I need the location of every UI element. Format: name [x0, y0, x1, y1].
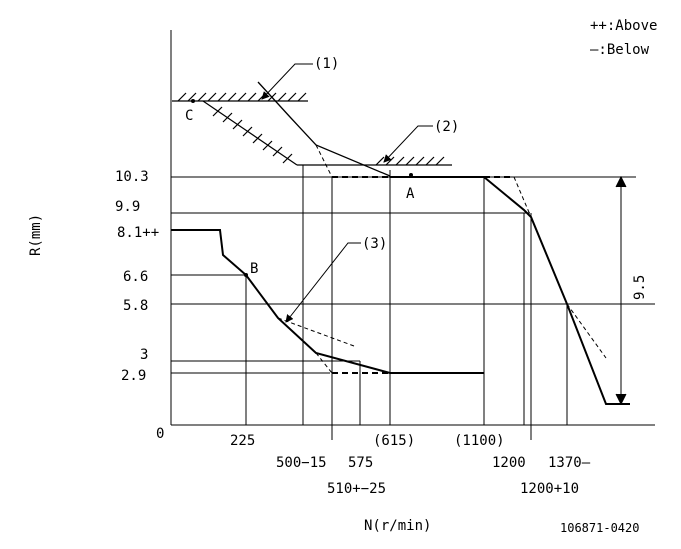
legend-below: —:Below — [590, 42, 650, 58]
axes — [170, 30, 655, 426]
y-tick-5-8: 5.8 — [123, 298, 148, 314]
y-tick-10-3: 10.3 — [115, 169, 149, 185]
legend-above: ++:Above — [590, 18, 657, 34]
x-tick-225: 225 — [230, 433, 255, 449]
point-b-label: B — [250, 261, 258, 277]
x-tick-1200: 1200 — [492, 455, 526, 471]
origin-label: 0 — [156, 426, 164, 442]
point-a-label: A — [406, 186, 415, 202]
callout-3-label: (3) — [362, 236, 387, 252]
x-axis-label: N(r/min) — [364, 518, 431, 534]
x-tick-1100: (1100) — [454, 433, 505, 449]
dimension-9-5-label: 9.5 — [632, 275, 648, 300]
governor-curve-dashed — [513, 176, 532, 218]
dimension-9-5-line — [615, 175, 627, 406]
point-b-dot — [244, 273, 248, 277]
x-tick-1370: 1370— — [548, 455, 591, 471]
drawing-number: 106871-0420 — [560, 521, 639, 535]
y-tick-6-6: 6.6 — [123, 269, 148, 285]
middle-stop-hatch — [372, 156, 452, 166]
y-axis-label: R(mm) — [28, 214, 44, 256]
y-tick-9-9: 9.9 — [115, 199, 140, 215]
vertical-reference-lines — [245, 165, 568, 440]
y-tick-3: 3 — [140, 347, 148, 363]
y-tick-2-9: 2.9 — [121, 368, 146, 384]
y-tick-8-1: 8.1++ — [117, 225, 159, 241]
full-load-curve — [171, 229, 484, 374]
full-load-curve-dashed-2 — [315, 352, 333, 374]
upper-curve — [257, 81, 391, 177]
upper-stop-hatch — [172, 92, 308, 102]
callout-1-leader — [261, 63, 313, 100]
x-tick-1200-10: 1200+10 — [520, 481, 579, 497]
governor-curve — [483, 176, 630, 405]
full-load-curve-dashed — [277, 317, 355, 347]
callout-2-label: (2) — [434, 119, 459, 135]
point-c-label: C — [185, 108, 193, 124]
x-tick-615: (615) — [373, 433, 415, 449]
callout-2-leader — [383, 125, 433, 163]
callout-leaders — [261, 63, 433, 323]
point-a-dot — [409, 173, 413, 177]
point-c-dot — [191, 99, 195, 103]
callout-3-leader — [285, 242, 361, 323]
governor-curve-dashed-2 — [566, 303, 607, 359]
x-tick-510: 510+−25 — [327, 481, 386, 497]
x-tick-500: 500−15 — [276, 455, 327, 471]
callout-1-label: (1) — [314, 56, 339, 72]
sloped-stop-hatch — [202, 100, 372, 166]
upper-curve-dashed — [315, 144, 333, 178]
x-tick-575: 575 — [348, 455, 373, 471]
